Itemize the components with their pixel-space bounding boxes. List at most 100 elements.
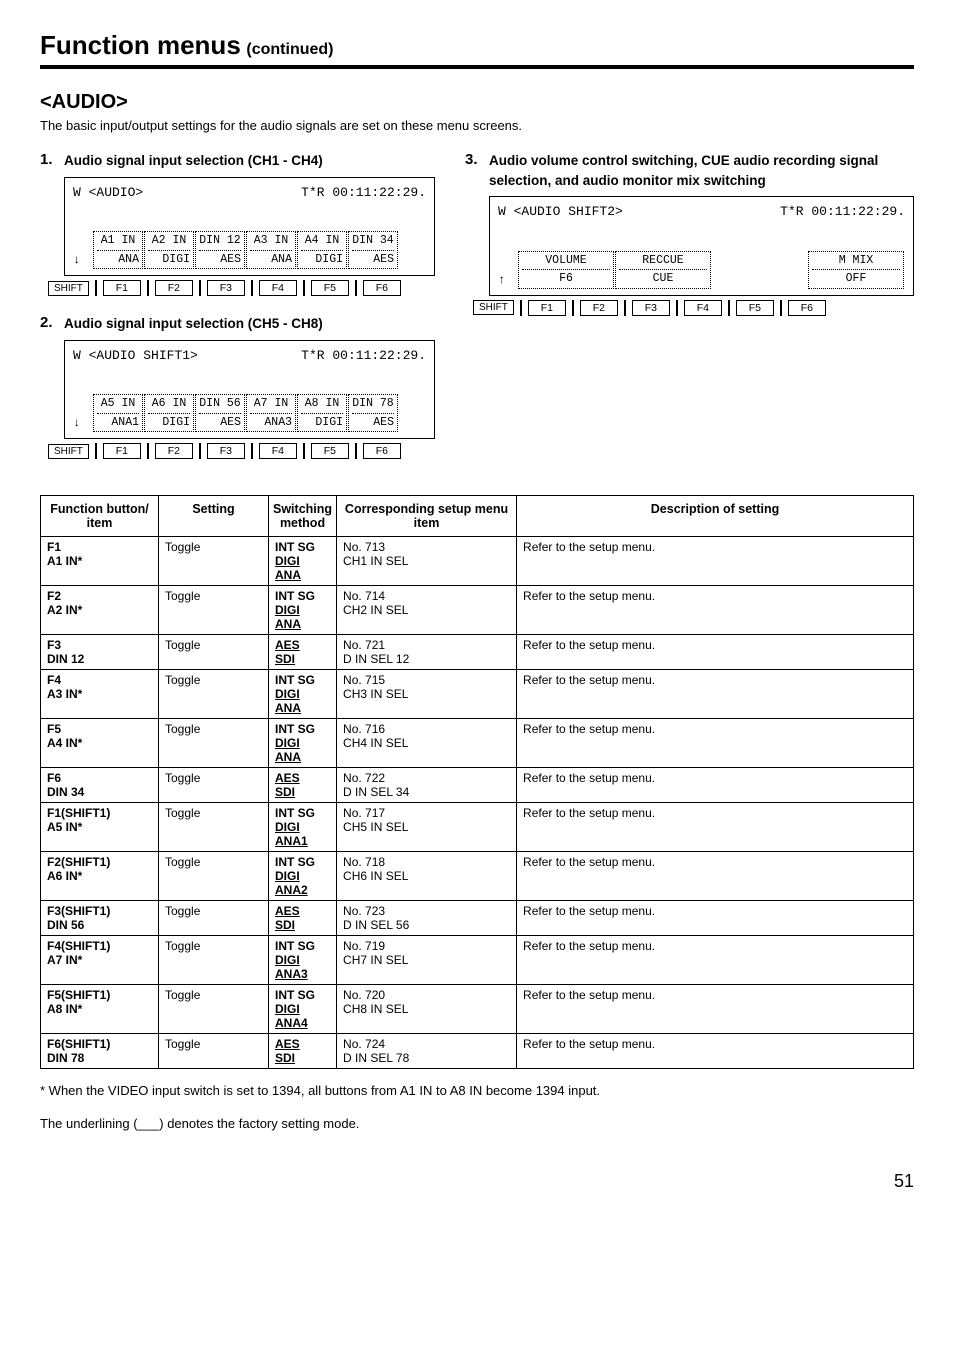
f5-button[interactable]: F5 xyxy=(736,300,774,316)
lcd3-right: T*R 00:11:22:29. xyxy=(780,203,905,221)
f6-button[interactable]: F6 xyxy=(788,300,826,316)
cell-setting: Toggle xyxy=(159,768,269,803)
cell-description: Refer to the setup menu. xyxy=(517,719,914,768)
lcd1-slot-4: A3 INANA xyxy=(246,231,296,269)
table-body: F1A1 IN*ToggleINT SGDIGIANANo. 713CH1 IN… xyxy=(41,537,914,1069)
f4-button[interactable]: F4 xyxy=(259,443,297,459)
th-description: Description of setting xyxy=(517,496,914,537)
item-2-header: 2. Audio signal input selection (CH5 - C… xyxy=(40,314,435,334)
cell-switching: AESSDI xyxy=(269,635,337,670)
table-row: F3(SHIFT1)DIN 56ToggleAESSDINo. 723D IN … xyxy=(41,901,914,936)
cell-setting: Toggle xyxy=(159,586,269,635)
table-row: F3DIN 12ToggleAESSDINo. 721D IN SEL 12Re… xyxy=(41,635,914,670)
th-function: Function button/ item xyxy=(41,496,159,537)
lcd1-slot-1: A1 INANA xyxy=(93,231,143,269)
item-1-header: 1. Audio signal input selection (CH1 - C… xyxy=(40,151,435,171)
item-1-num: 1. xyxy=(40,151,64,171)
lcd3-slot-1: VOLUMEF6 xyxy=(518,251,614,289)
cell-switching: INT SGDIGIANA xyxy=(269,670,337,719)
cell-menu-item: No. 717CH5 IN SEL xyxy=(337,803,517,852)
button-row-3: SHIFT F1 F2 F3 F4 F5 F6 xyxy=(473,300,914,316)
lcd3-slot-2: RECCUECUE xyxy=(615,251,711,289)
f6-button[interactable]: F6 xyxy=(363,280,401,296)
cell-function: F5(SHIFT1)A8 IN* xyxy=(41,985,159,1034)
f6-button[interactable]: F6 xyxy=(363,443,401,459)
cell-function: F4(SHIFT1)A7 IN* xyxy=(41,936,159,985)
cell-function: F5A4 IN* xyxy=(41,719,159,768)
f4-button[interactable]: F4 xyxy=(684,300,722,316)
lcd2-right: T*R 00:11:22:29. xyxy=(301,347,426,365)
lcd2-slot-5: A8 INDIGI xyxy=(297,394,347,432)
page-number: 51 xyxy=(40,1171,914,1192)
page-title-main: Function menus xyxy=(40,30,241,60)
lcd3-slot-4: M MIXOFF xyxy=(808,251,904,289)
item-3-num: 3. xyxy=(465,151,489,190)
f2-button[interactable]: F2 xyxy=(580,300,618,316)
item-2-num: 2. xyxy=(40,314,64,334)
cell-setting: Toggle xyxy=(159,936,269,985)
f3-button[interactable]: F3 xyxy=(632,300,670,316)
table-row: F2A2 IN*ToggleINT SGDIGIANANo. 714CH2 IN… xyxy=(41,586,914,635)
table-row: F1A1 IN*ToggleINT SGDIGIANANo. 713CH1 IN… xyxy=(41,537,914,586)
lcd-panel-1: W <AUDIO> T*R 00:11:22:29. ↓ A1 INANA A2… xyxy=(64,177,435,277)
f5-button[interactable]: F5 xyxy=(311,280,349,296)
lcd2-slot-4: A7 INANA3 xyxy=(246,394,296,432)
f2-button[interactable]: F2 xyxy=(155,443,193,459)
f2-button[interactable]: F2 xyxy=(155,280,193,296)
page-title-sub: (continued) xyxy=(246,41,333,58)
shift-button[interactable]: SHIFT xyxy=(48,444,89,459)
lcd1-slot-6: DIN 34AES xyxy=(348,231,398,269)
cell-switching: AESSDI xyxy=(269,1034,337,1069)
cell-menu-item: No. 715CH3 IN SEL xyxy=(337,670,517,719)
f3-button[interactable]: F3 xyxy=(207,280,245,296)
cell-setting: Toggle xyxy=(159,670,269,719)
f1-button[interactable]: F1 xyxy=(528,300,566,316)
lcd1-left: W <AUDIO> xyxy=(73,184,143,202)
f3-button[interactable]: F3 xyxy=(207,443,245,459)
cell-description: Refer to the setup menu. xyxy=(517,586,914,635)
cell-function: F2A2 IN* xyxy=(41,586,159,635)
cell-function: F3(SHIFT1)DIN 56 xyxy=(41,901,159,936)
cell-description: Refer to the setup menu. xyxy=(517,936,914,985)
lcd1-arrow-icon: ↓ xyxy=(73,252,93,269)
f1-button[interactable]: F1 xyxy=(103,443,141,459)
lcd2-slot-1: A5 INANA1 xyxy=(93,394,143,432)
cell-menu-item: No. 714CH2 IN SEL xyxy=(337,586,517,635)
cell-function: F2(SHIFT1)A6 IN* xyxy=(41,852,159,901)
cell-switching: INT SGDIGIANA xyxy=(269,537,337,586)
sep-icon xyxy=(95,280,97,296)
cell-setting: Toggle xyxy=(159,719,269,768)
cell-description: Refer to the setup menu. xyxy=(517,768,914,803)
cell-switching: AESSDI xyxy=(269,768,337,803)
lcd-panel-3: W <AUDIO SHIFT2> T*R 00:11:22:29. ↑ VOLU… xyxy=(489,196,914,296)
cell-function: F6(SHIFT1)DIN 78 xyxy=(41,1034,159,1069)
shift-button[interactable]: SHIFT xyxy=(48,281,89,296)
f4-button[interactable]: F4 xyxy=(259,280,297,296)
cell-menu-item: No. 713CH1 IN SEL xyxy=(337,537,517,586)
cell-menu-item: No. 716CH4 IN SEL xyxy=(337,719,517,768)
shift-button[interactable]: SHIFT xyxy=(473,300,514,315)
table-row: F4A3 IN*ToggleINT SGDIGIANANo. 715CH3 IN… xyxy=(41,670,914,719)
cell-switching: INT SGDIGIANA2 xyxy=(269,852,337,901)
f1-button[interactable]: F1 xyxy=(103,280,141,296)
cell-description: Refer to the setup menu. xyxy=(517,985,914,1034)
f5-button[interactable]: F5 xyxy=(311,443,349,459)
table-row: F2(SHIFT1)A6 IN*ToggleINT SGDIGIANA2No. … xyxy=(41,852,914,901)
cell-menu-item: No. 724D IN SEL 78 xyxy=(337,1034,517,1069)
button-row-2: SHIFT F1 F2 F3 F4 F5 F6 xyxy=(48,443,435,459)
cell-setting: Toggle xyxy=(159,537,269,586)
settings-table: Function button/ item Setting Switching … xyxy=(40,495,914,1069)
cell-setting: Toggle xyxy=(159,803,269,852)
cell-menu-item: No. 720CH8 IN SEL xyxy=(337,985,517,1034)
table-row: F1(SHIFT1)A5 IN*ToggleINT SGDIGIANA1No. … xyxy=(41,803,914,852)
lcd2-slot-2: A6 INDIGI xyxy=(144,394,194,432)
lcd1-slot-2: A2 INDIGI xyxy=(144,231,194,269)
lcd2-arrow-icon: ↓ xyxy=(73,415,93,432)
cell-description: Refer to the setup menu. xyxy=(517,901,914,936)
cell-description: Refer to the setup menu. xyxy=(517,537,914,586)
cell-description: Refer to the setup menu. xyxy=(517,803,914,852)
cell-function: F1A1 IN* xyxy=(41,537,159,586)
footnote-2: The underlining (___) denotes the factor… xyxy=(40,1116,914,1131)
table-row: F5(SHIFT1)A8 IN*ToggleINT SGDIGIANA4No. … xyxy=(41,985,914,1034)
lcd1-right: T*R 00:11:22:29. xyxy=(301,184,426,202)
